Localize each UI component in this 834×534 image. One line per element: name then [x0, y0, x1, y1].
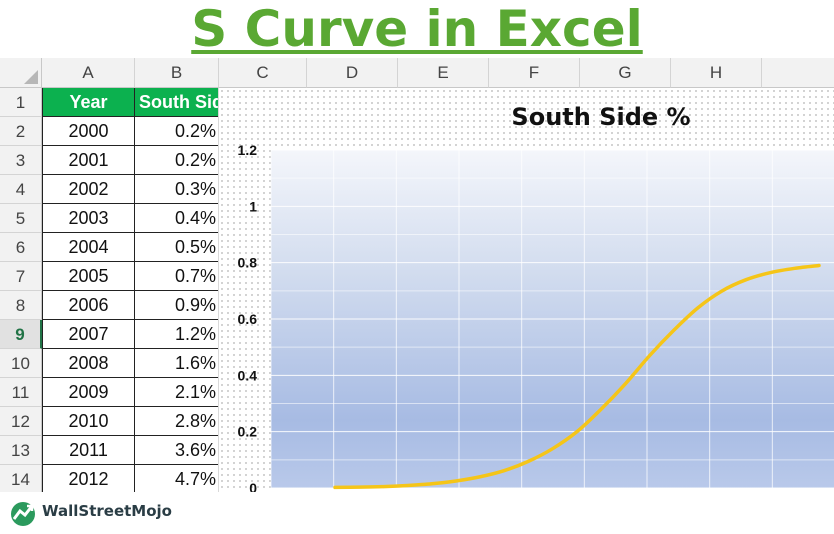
logo-text: WallStreetMojo [42, 502, 172, 520]
cell-south-side[interactable]: 2.1% [135, 378, 219, 407]
footer: WallStreetMojo [0, 492, 834, 534]
row-header[interactable]: 13 [0, 436, 42, 465]
page-title: S Curve in Excel [191, 0, 643, 58]
header-cell-south-side[interactable]: South Side % [135, 88, 219, 117]
row-header[interactable]: 4 [0, 175, 42, 204]
column-header-b[interactable]: B [135, 58, 219, 88]
cell-south-side[interactable]: 0.7% [135, 262, 219, 291]
row-header[interactable]: 6 [0, 233, 42, 262]
cell-year[interactable]: 2004 [42, 233, 135, 262]
row-header[interactable]: 9 [0, 320, 42, 349]
y-tick-label: 0.2 [238, 424, 258, 440]
row-header[interactable]: 3 [0, 146, 42, 175]
cell-year[interactable]: 2001 [42, 146, 135, 175]
cell-year[interactable]: 2009 [42, 378, 135, 407]
select-all-corner[interactable] [0, 58, 42, 88]
y-tick-label: 0.4 [238, 367, 258, 383]
column-header-e[interactable]: E [398, 58, 489, 88]
y-tick-label: 0.6 [238, 311, 258, 327]
row-header[interactable]: 14 [0, 465, 42, 494]
column-header-c[interactable]: C [219, 58, 307, 88]
row-header[interactable]: 2 [0, 117, 42, 146]
y-tick-label: 0 [249, 480, 257, 492]
row-header[interactable]: 7 [0, 262, 42, 291]
cell-year[interactable]: 2003 [42, 204, 135, 233]
cell-south-side[interactable]: 0.4% [135, 204, 219, 233]
cell-year[interactable]: 2006 [42, 291, 135, 320]
cell-south-side[interactable]: 1.6% [135, 349, 219, 378]
header-cell-year[interactable]: Year [42, 88, 135, 117]
series-line-south-side [333, 263, 821, 490]
spreadsheet-grid: A B C D E F G H 1 2 3 4 5 6 7 8 9 10 11 12 13 14 Year… [0, 58, 834, 494]
y-tick-label: 0.8 [238, 255, 258, 271]
column-header-g[interactable]: G [580, 58, 671, 88]
cell-south-side[interactable]: 0.9% [135, 291, 219, 320]
s-curve-chart[interactable]: 0 0.2 0.4 0.6 0.8 1 1.2 South Side % [218, 88, 834, 492]
column-header-d[interactable]: D [307, 58, 398, 88]
y-tick-label: 1.2 [238, 142, 258, 158]
column-header-h[interactable]: H [671, 58, 762, 88]
cell-south-side[interactable]: 1.2% [135, 320, 219, 349]
cell-south-side[interactable]: 0.3% [135, 175, 219, 204]
wallstreetmojo-logo-icon [11, 502, 35, 526]
chart-svg: 0 0.2 0.4 0.6 0.8 1 1.2 South Side % [238, 103, 834, 492]
cell-south-side[interactable]: 4.7% [135, 465, 219, 494]
cell-year[interactable]: 2007 [42, 320, 135, 349]
cell-year[interactable]: 2012 [42, 465, 135, 494]
row-header[interactable]: 8 [0, 291, 42, 320]
cell-south-side[interactable]: 2.8% [135, 407, 219, 436]
y-tick-label: 1 [249, 198, 257, 214]
cell-year[interactable]: 2005 [42, 262, 135, 291]
cell-south-side[interactable]: 0.2% [135, 146, 219, 175]
row-header[interactable]: 10 [0, 349, 42, 378]
cell-south-side[interactable]: 3.6% [135, 436, 219, 465]
cell-south-side[interactable]: 0.2% [135, 117, 219, 146]
column-header-f[interactable]: F [489, 58, 580, 88]
row-header[interactable]: 1 [0, 88, 42, 117]
cell-year[interactable]: 2002 [42, 175, 135, 204]
column-header-filler [762, 58, 834, 88]
cell-year[interactable]: 2000 [42, 117, 135, 146]
row-header[interactable]: 12 [0, 407, 42, 436]
cell-south-side[interactable]: 0.5% [135, 233, 219, 262]
cell-year[interactable]: 2011 [42, 436, 135, 465]
row-header[interactable]: 5 [0, 204, 42, 233]
chart-title: South Side % [511, 103, 690, 131]
column-header-a[interactable]: A [42, 58, 135, 88]
row-header[interactable]: 11 [0, 378, 42, 407]
cell-year[interactable]: 2010 [42, 407, 135, 436]
cell-year[interactable]: 2008 [42, 349, 135, 378]
